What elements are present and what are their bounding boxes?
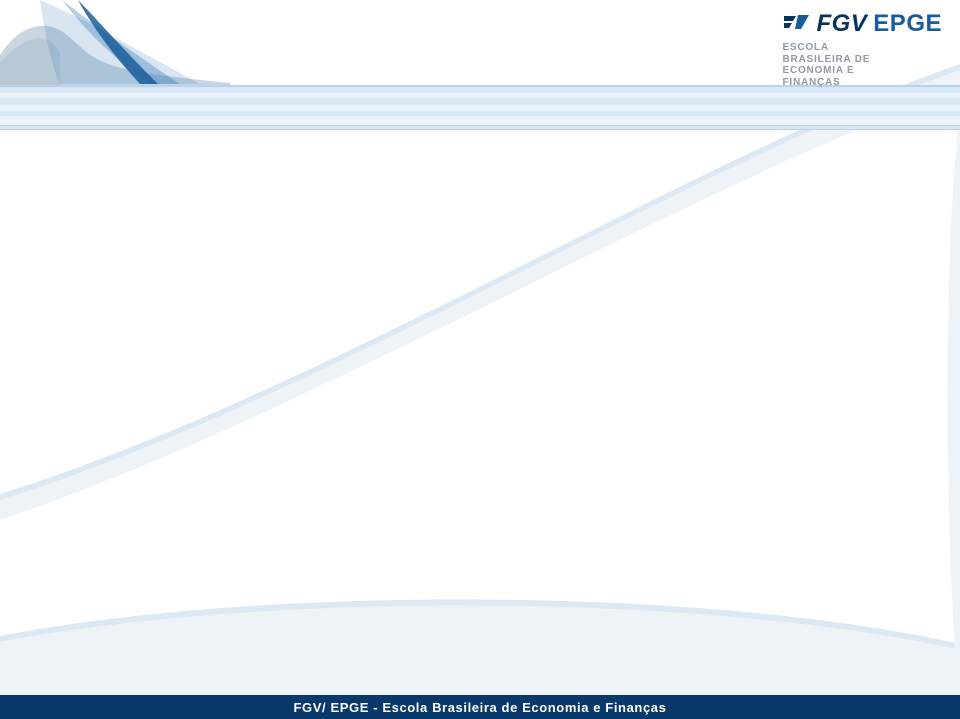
footer-bar: FGV/ EPGE - Escola Brasileira de Economi…: [0, 695, 960, 719]
mountain-back: [0, 26, 230, 90]
footer-text: FGV/ EPGE - Escola Brasileira de Economi…: [294, 700, 667, 715]
stripe-7: [0, 116, 960, 125]
stripe-8: [0, 125, 960, 130]
logo-subtitle: ESCOLA BRASILEIRA DE ECONOMIA E FINANÇAS: [782, 42, 942, 88]
logo-sub-line4: FINANÇAS: [782, 77, 942, 89]
logo-block: FGV EPGE ESCOLA BRASILEIRA DE ECONOMIA E…: [782, 10, 942, 88]
logo-sub-line2: BRASILEIRA DE: [782, 54, 942, 66]
stripe-4: [0, 98, 960, 105]
logo-epge-text: EPGE: [873, 10, 942, 38]
curve-lower-edge: [0, 599, 960, 650]
top-left-decoration: [0, 0, 260, 90]
top-arc-mid: [62, 0, 180, 84]
logo-main-line: FGV EPGE: [782, 10, 942, 38]
top-arc-outer: [40, 0, 200, 84]
curve-lower: [0, 603, 960, 700]
logo-sub-line1: ESCOLA: [782, 42, 942, 54]
top-arc-inner: [78, 0, 158, 84]
header-stripe-band: [0, 85, 960, 130]
slide-canvas: FGV EPGE ESCOLA BRASILEIRA DE ECONOMIA E…: [0, 0, 960, 719]
curve-upper: [0, 70, 960, 520]
logo-sub-line3: ECONOMIA E: [782, 65, 942, 77]
logo-fgv-text: FGV: [816, 10, 867, 38]
mountain-shadow: [0, 38, 60, 90]
logo-mark-icon: [782, 12, 810, 37]
curve-right-arc: [948, 130, 960, 690]
